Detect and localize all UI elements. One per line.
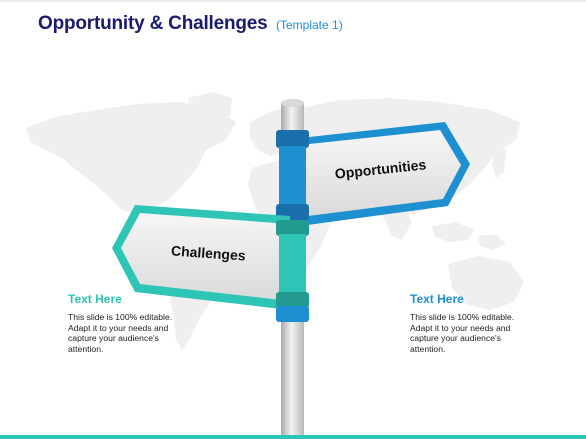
title-text: Opportunity & Challenges — [38, 13, 268, 34]
slide-title: Opportunity & Challenges (Template 1) — [38, 13, 343, 35]
title-subtitle: (Template 1) — [276, 18, 343, 32]
bottom-ring — [276, 306, 309, 322]
blue-collar — [276, 130, 309, 220]
right-text-line: Adapt it to your needs and — [410, 322, 511, 333]
pole-top-cap — [281, 99, 304, 107]
bottom-accent-bar — [0, 435, 586, 439]
challenges-label: Challenges — [171, 242, 247, 263]
right-text-line: attention. — [410, 343, 446, 354]
left-text-heading: Text Here — [68, 292, 122, 306]
left-text-line: Adapt it to your needs and — [68, 322, 169, 333]
challenges-sign — [112, 205, 290, 310]
right-text-line: capture your audience's — [410, 333, 501, 344]
right-text-line: This slide is 100% editable. — [410, 312, 515, 322]
opportunities-sign — [300, 122, 470, 226]
teal-collar — [276, 220, 309, 308]
right-text-body: This slide is 100% editable. Adapt it to… — [410, 312, 540, 354]
right-text-heading: Text Here — [410, 292, 464, 306]
left-text-block: Text Here This slide is 100% editable. A… — [68, 292, 198, 354]
left-text-body: This slide is 100% editable. Adapt it to… — [68, 312, 198, 354]
left-text-line: attention. — [68, 343, 104, 354]
right-text-block: Text Here This slide is 100% editable. A… — [410, 292, 540, 354]
left-text-line: capture your audience's — [68, 333, 159, 344]
left-text-line: This slide is 100% editable. — [68, 312, 173, 322]
top-divider — [0, 0, 586, 2]
